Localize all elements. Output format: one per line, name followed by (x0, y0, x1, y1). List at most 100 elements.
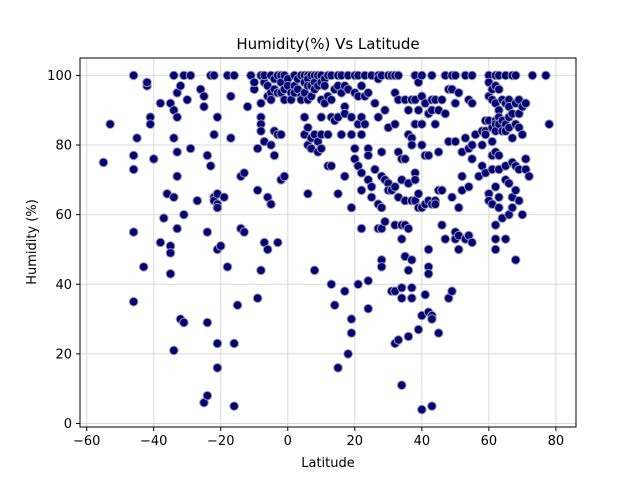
data-point (376, 202, 387, 213)
data-point (450, 98, 461, 109)
data-point (128, 150, 139, 161)
data-point (457, 171, 467, 182)
y-tick-label: 20 (55, 347, 72, 362)
data-point (440, 234, 451, 244)
data-point (541, 70, 551, 81)
data-point (494, 84, 504, 95)
x-tick-label: 40 (414, 434, 431, 449)
data-point (202, 390, 213, 401)
data-point (128, 227, 139, 237)
data-point (363, 150, 374, 161)
data-point (346, 314, 357, 324)
data-point (437, 185, 447, 196)
data-point (155, 98, 166, 109)
data-point (252, 293, 263, 303)
data-point (450, 70, 461, 81)
data-point (494, 202, 504, 213)
data-point (453, 88, 464, 98)
data-point (266, 199, 276, 210)
data-point (406, 293, 417, 303)
data-point (400, 154, 410, 164)
plot-frame (79, 57, 577, 428)
data-point (504, 178, 514, 189)
data-point (252, 185, 263, 196)
y-axis-label: Humidity (%) (25, 199, 40, 285)
data-point (229, 338, 239, 349)
data-point (370, 164, 380, 175)
data-point (202, 150, 213, 161)
data-point (520, 98, 531, 109)
data-point (413, 105, 424, 116)
data-point (403, 331, 414, 342)
data-point (477, 140, 487, 150)
data-point (142, 77, 152, 88)
data-point (460, 133, 471, 143)
data-point (363, 275, 374, 286)
data-point (272, 237, 283, 248)
data-point (333, 363, 343, 373)
data-point (205, 161, 216, 171)
data-point (303, 188, 313, 199)
data-point (175, 81, 186, 91)
data-point (467, 140, 477, 150)
data-point (303, 122, 313, 133)
data-point (179, 317, 189, 328)
data-point (319, 81, 330, 91)
data-point (172, 147, 182, 157)
data-point (437, 94, 447, 105)
data-point (453, 202, 464, 213)
data-point (490, 244, 501, 255)
data-point (393, 335, 404, 345)
x-tick-label: −40 (140, 434, 167, 449)
data-point (427, 401, 437, 411)
data-point (169, 70, 179, 81)
data-point (494, 150, 504, 161)
x-axis-ticks: −60 −40 −20 0 20 40 60 80 (73, 427, 564, 449)
data-point (507, 202, 518, 213)
data-point (185, 70, 196, 81)
data-point (353, 279, 363, 290)
data-point (262, 244, 273, 255)
data-point (256, 126, 266, 136)
data-point (396, 234, 407, 244)
data-point (172, 171, 182, 182)
data-point (212, 202, 223, 213)
data-point (266, 94, 276, 105)
data-point (423, 269, 434, 279)
data-point (299, 112, 310, 122)
data-point (279, 171, 290, 182)
data-point (527, 70, 538, 81)
data-point (350, 143, 360, 154)
data-point (222, 262, 233, 272)
data-point (339, 171, 350, 182)
data-point (514, 195, 524, 206)
y-tick-label: 0 (64, 417, 72, 432)
data-point (417, 119, 427, 129)
data-point (390, 119, 400, 129)
data-point (396, 293, 407, 303)
data-point (202, 227, 213, 237)
data-point (440, 108, 451, 119)
data-point (182, 94, 193, 105)
data-point (226, 91, 236, 102)
data-point (433, 328, 444, 338)
data-point (467, 98, 477, 109)
data-point (423, 150, 434, 161)
data-point (229, 401, 239, 411)
data-point (450, 136, 461, 147)
data-point (316, 143, 327, 154)
data-point (172, 112, 182, 122)
data-point (226, 133, 236, 143)
data-point (158, 213, 169, 223)
chart-title: Humidity(%) Vs Latitude (236, 35, 419, 53)
data-point (467, 70, 477, 81)
data-point (185, 143, 196, 154)
data-point (229, 70, 239, 81)
data-point (480, 129, 491, 140)
data-point (363, 303, 374, 314)
data-point (98, 157, 109, 168)
data-point (380, 216, 390, 227)
data-point (212, 363, 223, 373)
data-point (269, 150, 280, 161)
